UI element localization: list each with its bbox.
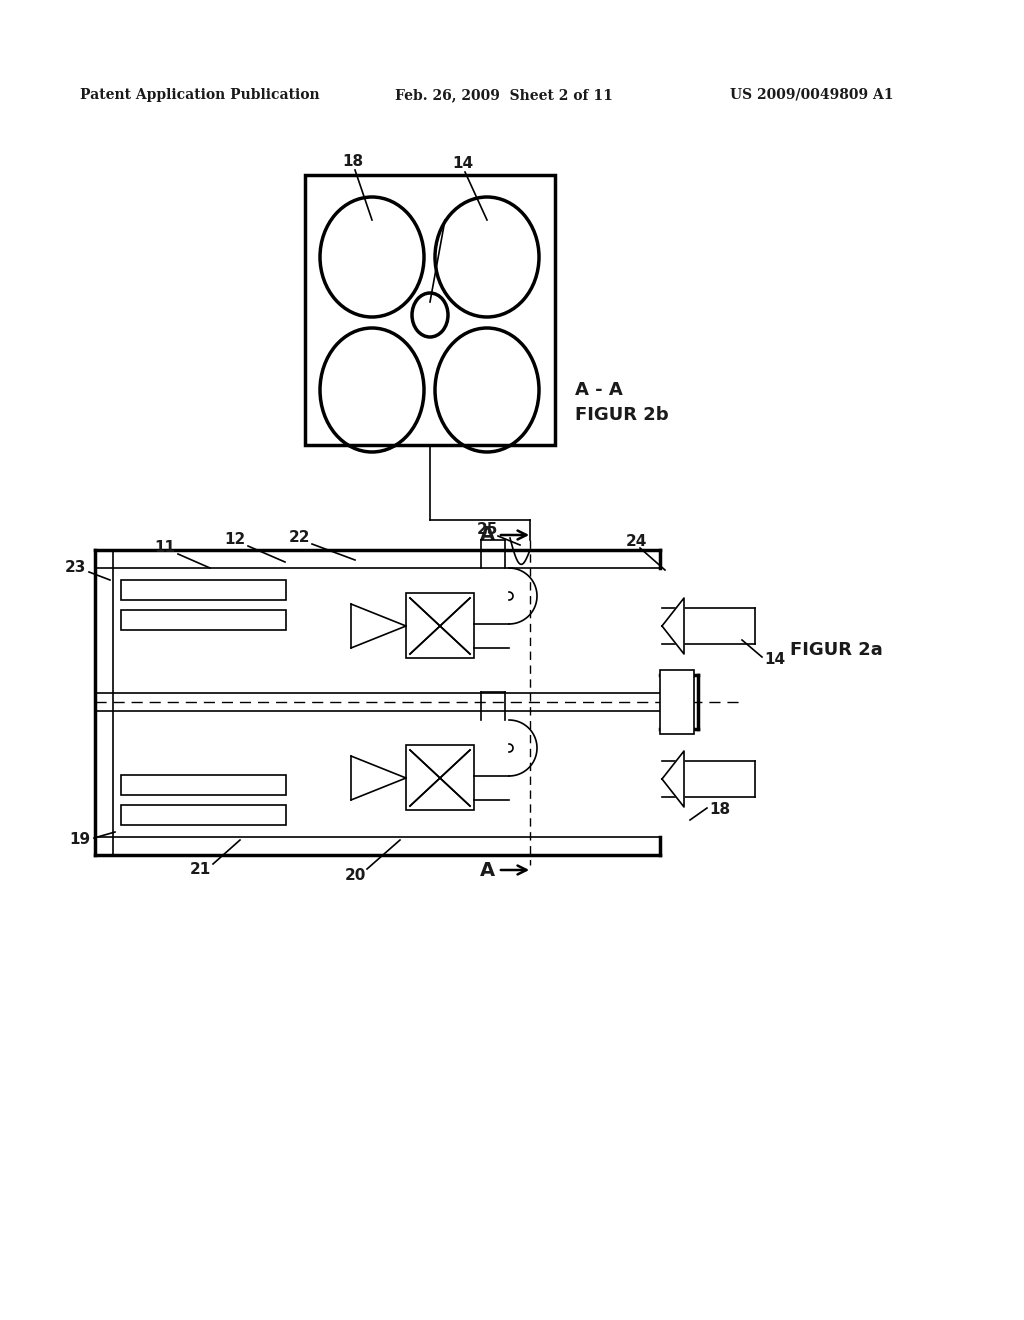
Bar	[406, 744, 474, 810]
Text: 14: 14	[765, 652, 785, 668]
Text: 25: 25	[476, 523, 498, 537]
Text: US 2009/0049809 A1: US 2009/0049809 A1	[730, 88, 894, 102]
Polygon shape	[662, 751, 684, 807]
Text: 21: 21	[189, 862, 211, 878]
Text: FIGUR 2b: FIGUR 2b	[575, 407, 669, 424]
Text: 23: 23	[65, 561, 86, 576]
Text: Patent Application Publication: Patent Application Publication	[80, 88, 319, 102]
Bar	[121, 610, 286, 630]
Text: 24: 24	[626, 535, 647, 549]
Text: 18: 18	[710, 803, 730, 817]
Bar	[406, 593, 474, 657]
Text: 11: 11	[155, 540, 175, 556]
Text: 19: 19	[70, 833, 90, 847]
Text: A - A: A - A	[575, 381, 623, 399]
Text: 14: 14	[453, 156, 473, 170]
Text: A: A	[480, 525, 495, 544]
Bar	[121, 805, 286, 825]
Text: 12: 12	[224, 532, 246, 548]
Bar	[660, 671, 694, 734]
Bar	[121, 775, 286, 795]
Bar	[305, 176, 555, 445]
Text: A: A	[480, 861, 495, 879]
Text: 20: 20	[344, 867, 366, 883]
Text: FIGUR 2a: FIGUR 2a	[790, 642, 883, 659]
Text: Feb. 26, 2009  Sheet 2 of 11: Feb. 26, 2009 Sheet 2 of 11	[395, 88, 613, 102]
Bar	[121, 579, 286, 601]
Polygon shape	[662, 598, 684, 653]
Text: 22: 22	[289, 531, 310, 545]
Text: 18: 18	[342, 154, 364, 169]
